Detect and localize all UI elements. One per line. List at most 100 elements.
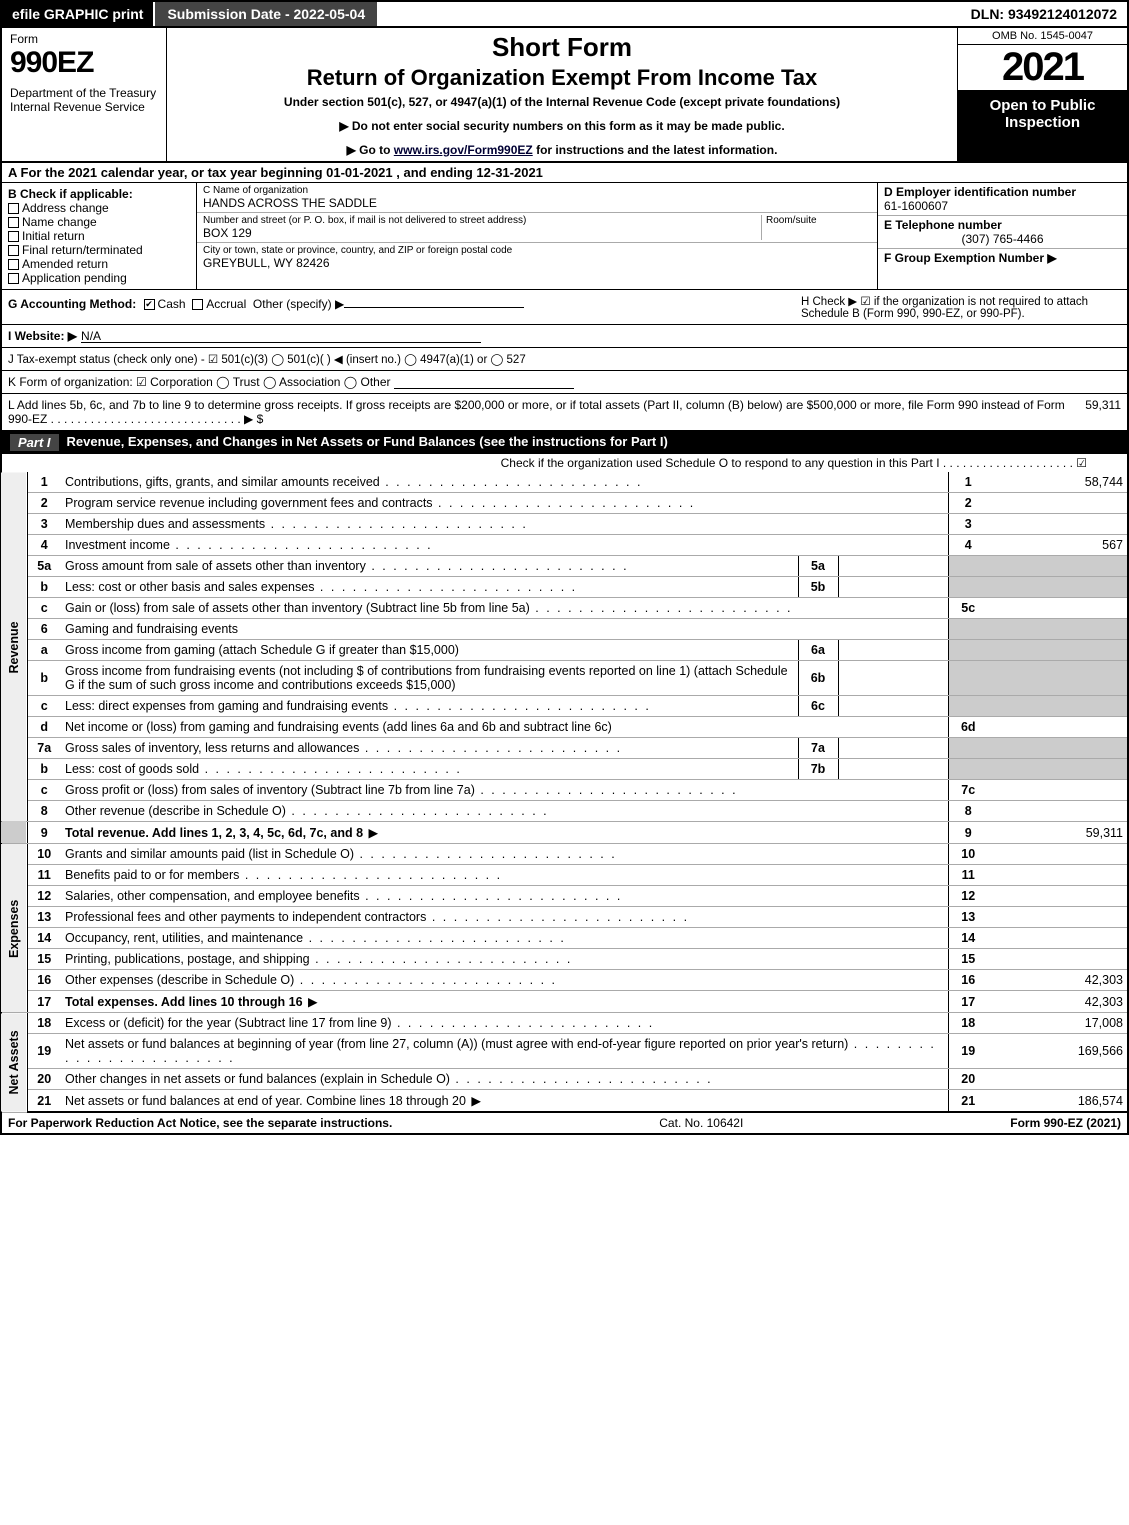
ln-2-d: Program service revenue including govern… [61, 493, 948, 514]
omb-number: OMB No. 1545-0047 [958, 28, 1127, 45]
e-lbl: E Telephone number [884, 218, 1002, 232]
form-header: Form 990EZ Department of the Treasury In… [0, 28, 1129, 163]
ln-6-d: Gaming and fundraising events [61, 619, 948, 640]
irs-link[interactable]: www.irs.gov/Form990EZ [394, 143, 533, 157]
org-name: HANDS ACROSS THE SADDLE [203, 196, 377, 210]
ln-6d-d: Net income or (loss) from gaming and fun… [61, 717, 948, 738]
ln-9-d: Total revenue. Add lines 1, 2, 3, 4, 5c,… [61, 822, 948, 844]
ln-4-d: Investment income [61, 535, 948, 556]
ln-13-d: Professional fees and other payments to … [61, 907, 948, 928]
city-row: City or town, state or province, country… [197, 243, 877, 272]
ln-15-d: Printing, publications, postage, and shi… [61, 949, 948, 970]
page-footer: For Paperwork Reduction Act Notice, see … [0, 1113, 1129, 1135]
cb-address[interactable]: Address change [8, 201, 190, 215]
bullet2-pre: ▶ Go to [347, 143, 394, 157]
b-label: B Check if applicable: [8, 187, 190, 201]
l-val: 59,311 [1085, 398, 1121, 426]
form-word: Form [10, 32, 158, 46]
dln: DLN: 93492124012072 [377, 2, 1127, 26]
ln-5a-d: Gross amount from sale of assets other t… [61, 556, 798, 577]
row-gh: G Accounting Method: Cash Accrual Other … [0, 290, 1129, 325]
top-bar: efile GRAPHIC print Submission Date - 20… [0, 0, 1129, 28]
ln-20-d: Other changes in net assets or fund bala… [61, 1069, 948, 1090]
section-a: A For the 2021 calendar year, or tax yea… [0, 163, 1129, 183]
ln-21-d: Net assets or fund balances at end of ye… [61, 1090, 948, 1113]
f-lbl: F Group Exemption Number ▶ [884, 251, 1057, 265]
org-name-row: C Name of organization HANDS ACROSS THE … [197, 183, 877, 213]
submission-date: Submission Date - 2022-05-04 [153, 2, 377, 26]
ln-19-d: Net assets or fund balances at beginning… [61, 1034, 948, 1069]
footer-left: For Paperwork Reduction Act Notice, see … [8, 1116, 392, 1130]
ln-5c-d: Gain or (loss) from sale of assets other… [61, 598, 948, 619]
cb-name[interactable]: Name change [8, 215, 190, 229]
part1-sub: Check if the organization used Schedule … [0, 454, 1129, 472]
d-lbl: D Employer identification number [884, 185, 1076, 199]
other-org[interactable] [394, 375, 574, 389]
org-info-block: B Check if applicable: Address change Na… [0, 183, 1129, 290]
street: BOX 129 [203, 226, 252, 240]
ln-1-rn: 1 [948, 472, 988, 493]
room-lbl: Room/suite [766, 215, 871, 226]
main-title: Return of Organization Exempt From Incom… [177, 65, 947, 91]
ein-row: D Employer identification number 61-1600… [878, 183, 1127, 216]
part1-title: Revenue, Expenses, and Changes in Net As… [67, 434, 668, 451]
street-row: Number and street (or P. O. box, if mail… [197, 213, 877, 243]
ln-8-d: Other revenue (describe in Schedule O) [61, 801, 948, 822]
col-d: D Employer identification number 61-1600… [877, 183, 1127, 289]
ln-1-rv: 58,744 [988, 472, 1128, 493]
part1-num: Part I [10, 434, 59, 451]
street-lbl: Number and street (or P. O. box, if mail… [203, 215, 761, 226]
bullet2-post: for instructions and the latest informat… [533, 143, 778, 157]
ein: 61-1600607 [884, 199, 948, 213]
row-j: J Tax-exempt status (check only one) - ☑… [0, 348, 1129, 371]
ln-6c-d: Less: direct expenses from gaming and fu… [61, 696, 798, 717]
ln-12-d: Salaries, other compensation, and employ… [61, 886, 948, 907]
dept-label: Department of the Treasury Internal Reve… [10, 86, 158, 114]
row-l: L Add lines 5b, 6c, and 7b to line 9 to … [0, 394, 1129, 431]
h-check: H Check ▶ ☑ if the organization is not r… [801, 294, 1121, 320]
form-of-org: K Form of organization: ☑ Corporation ◯ … [8, 375, 391, 389]
revenue-tab: Revenue [1, 472, 27, 822]
form-number: 990EZ [10, 46, 158, 80]
header-left: Form 990EZ Department of the Treasury In… [2, 28, 167, 161]
l-text: L Add lines 5b, 6c, and 7b to line 9 to … [8, 398, 1082, 426]
col-c: C Name of organization HANDS ACROSS THE … [197, 183, 877, 289]
cb-pending[interactable]: Application pending [8, 271, 190, 285]
tax-exempt-status: J Tax-exempt status (check only one) - ☑… [8, 352, 526, 366]
ln-3-d: Membership dues and assessments [61, 514, 948, 535]
ln-1-n: 1 [27, 472, 61, 493]
cb-initial[interactable]: Initial return [8, 229, 190, 243]
city: GREYBULL, WY 82426 [203, 256, 330, 270]
ln-1-d: Contributions, gifts, grants, and simila… [61, 472, 948, 493]
expenses-tab: Expenses [1, 844, 27, 1013]
bullet-2: ▶ Go to www.irs.gov/Form990EZ for instru… [177, 143, 947, 157]
ln-11-d: Benefits paid to or for members [61, 865, 948, 886]
ln-10-d: Grants and similar amounts paid (list in… [61, 844, 948, 865]
row-i: I Website: ▶ N/A [0, 325, 1129, 348]
c-name-lbl: C Name of organization [203, 185, 871, 196]
footer-right: Form 990-EZ (2021) [1010, 1116, 1121, 1130]
col-b: B Check if applicable: Address change Na… [2, 183, 197, 289]
tax-year: 2021 [958, 45, 1127, 91]
netassets-tab: Net Assets [1, 1013, 27, 1113]
cb-amended[interactable]: Amended return [8, 257, 190, 271]
short-form-title: Short Form [177, 32, 947, 63]
cb-accrual[interactable] [192, 299, 203, 310]
ln-7a-d: Gross sales of inventory, less returns a… [61, 738, 798, 759]
cb-cash[interactable] [144, 299, 155, 310]
header-mid: Short Form Return of Organization Exempt… [167, 28, 957, 161]
ln-6b-d: Gross income from fundraising events (no… [61, 661, 798, 696]
bullet-1: ▶ Do not enter social security numbers o… [177, 119, 947, 133]
lines-table: Revenue 1 Contributions, gifts, grants, … [0, 472, 1129, 1113]
footer-mid: Cat. No. 10642I [392, 1116, 1010, 1130]
ln-14-d: Occupancy, rent, utilities, and maintena… [61, 928, 948, 949]
efile-label[interactable]: efile GRAPHIC print [2, 2, 153, 26]
ln-7b-d: Less: cost of goods sold [61, 759, 798, 780]
ln-16-d: Other expenses (describe in Schedule O) [61, 970, 948, 991]
ln-17-d: Total expenses. Add lines 10 through 16 [61, 991, 948, 1013]
subtitle: Under section 501(c), 527, or 4947(a)(1)… [177, 95, 947, 109]
cb-final[interactable]: Final return/terminated [8, 243, 190, 257]
row-k: K Form of organization: ☑ Corporation ◯ … [0, 371, 1129, 394]
part1-header: Part I Revenue, Expenses, and Changes in… [0, 431, 1129, 454]
other-specify[interactable] [344, 294, 524, 308]
